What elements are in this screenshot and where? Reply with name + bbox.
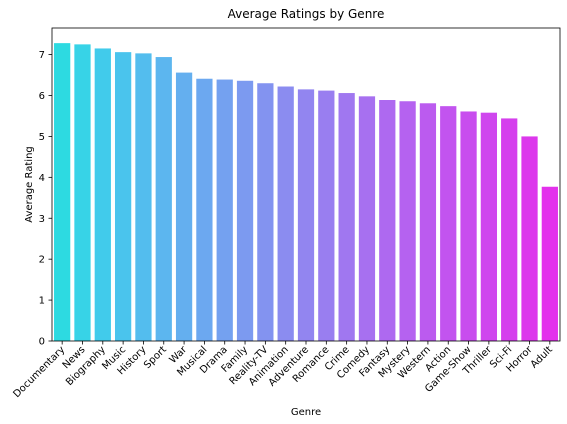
- bar-action: [440, 106, 457, 342]
- y-axis: 0 1 2 3 4 5 6 7: [39, 50, 52, 348]
- bar-music: [114, 52, 132, 341]
- bar-family: [236, 80, 254, 341]
- x-tick-label: Documentary: [11, 344, 67, 400]
- bar-adventure: [297, 89, 315, 342]
- bar-biography: [94, 48, 111, 342]
- y-axis-label: Average Rating: [24, 146, 35, 222]
- bar-reality-tv: [257, 83, 274, 342]
- bar-sci-fi: [501, 118, 518, 341]
- y-tick-label: 4: [39, 173, 45, 184]
- y-tick-label: 5: [39, 132, 45, 143]
- bar-romance: [318, 90, 335, 341]
- bar-horror: [521, 136, 538, 341]
- y-tick-label: 1: [39, 296, 45, 307]
- bars-group: [54, 43, 558, 342]
- x-axis-label: Genre: [291, 407, 321, 418]
- bar-musical: [196, 78, 213, 341]
- bar-fantasy: [379, 100, 396, 341]
- x-tick-label: Sport: [142, 344, 169, 371]
- bar-crime: [338, 93, 355, 341]
- plot-frame: [51, 27, 561, 342]
- bar-war: [175, 72, 193, 341]
- bar-animation: [277, 86, 294, 341]
- y-tick-label: 0: [39, 337, 45, 348]
- bar-mystery: [399, 101, 416, 342]
- bar-drama: [216, 79, 233, 342]
- y-tick-label: 7: [39, 50, 45, 61]
- x-tick-label: Adult: [529, 344, 555, 370]
- x-axis: DocumentaryNewsBiographyMusicHistorySpor…: [11, 341, 555, 400]
- bar-news: [74, 44, 91, 342]
- bar-adult: [541, 186, 558, 341]
- bar-comedy: [358, 96, 376, 341]
- bar-game-show: [460, 111, 477, 341]
- y-tick-label: 2: [39, 255, 45, 266]
- bar-sport: [155, 57, 172, 342]
- chart-title: Average Ratings by Genre: [228, 7, 385, 21]
- bar-western: [419, 103, 437, 341]
- bar-documentary: [54, 43, 71, 341]
- y-tick-label: 6: [39, 91, 45, 102]
- bar-history: [135, 53, 152, 342]
- y-tick-label: 3: [39, 214, 45, 225]
- bar-thriller: [480, 112, 498, 341]
